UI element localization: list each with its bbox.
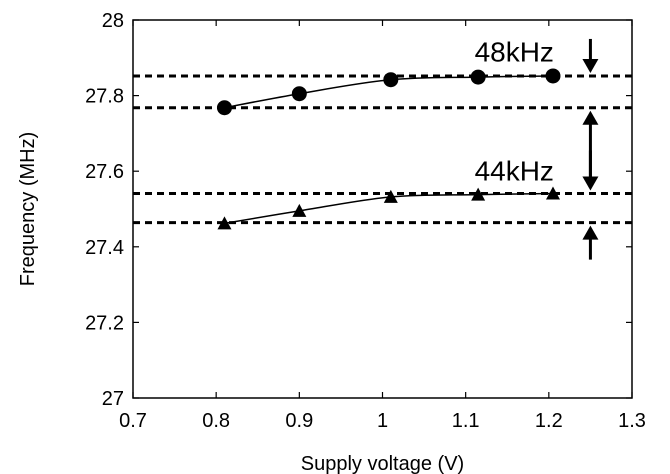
triangle-marker [471, 187, 486, 201]
x-tick-label: 0.8 [202, 410, 230, 432]
annotation-arrows [582, 38, 599, 260]
y-tick-label: 27.4 [85, 237, 124, 259]
triangle-marker [383, 189, 398, 203]
y-tick-label: 27.6 [85, 161, 124, 183]
y-axis-label: Frequency (MHz) [17, 132, 39, 286]
x-axis-label: Supply voltage (V) [301, 453, 464, 474]
triangle-marker [545, 186, 560, 200]
x-tick-label: 0.9 [285, 410, 313, 432]
y-tick-label: 27 [102, 388, 124, 410]
lower-arrow-1-head [582, 110, 599, 125]
data-markers [216, 68, 561, 230]
circle-marker [291, 86, 307, 102]
annotation-labels: 48kHz 44kHz [475, 37, 554, 187]
y-tick-label: 27.8 [85, 86, 124, 108]
lower-arrow-2-head [582, 225, 599, 240]
x-tick-label: 0.7 [119, 410, 147, 432]
circle-marker [545, 68, 561, 84]
triangle-marker [217, 216, 232, 230]
x-tick-label: 1.1 [452, 410, 480, 432]
upper-arrow-2-head [582, 176, 599, 191]
x-tick-label: 1.3 [618, 410, 646, 432]
y-tick-label: 27.2 [85, 312, 124, 334]
upper-arrow-1-head [582, 58, 599, 73]
reference-lines [133, 74, 632, 225]
x-tick-label: 1 [377, 410, 388, 432]
x-tick-label: 1.2 [535, 410, 563, 432]
annotation-label: 44kHz [475, 156, 554, 187]
annotation-label: 48kHz [475, 37, 554, 68]
circle-marker [383, 72, 399, 88]
axis-ticks: 0.7 0.8 0.9 1 1.1 1.2 1.3 27 27.2 27.4 27.6 27.8 28 [85, 10, 646, 432]
triangle-marker [292, 203, 307, 217]
circle-marker [216, 100, 232, 116]
circle-marker [470, 69, 486, 85]
y-tick-label: 28 [102, 10, 124, 32]
